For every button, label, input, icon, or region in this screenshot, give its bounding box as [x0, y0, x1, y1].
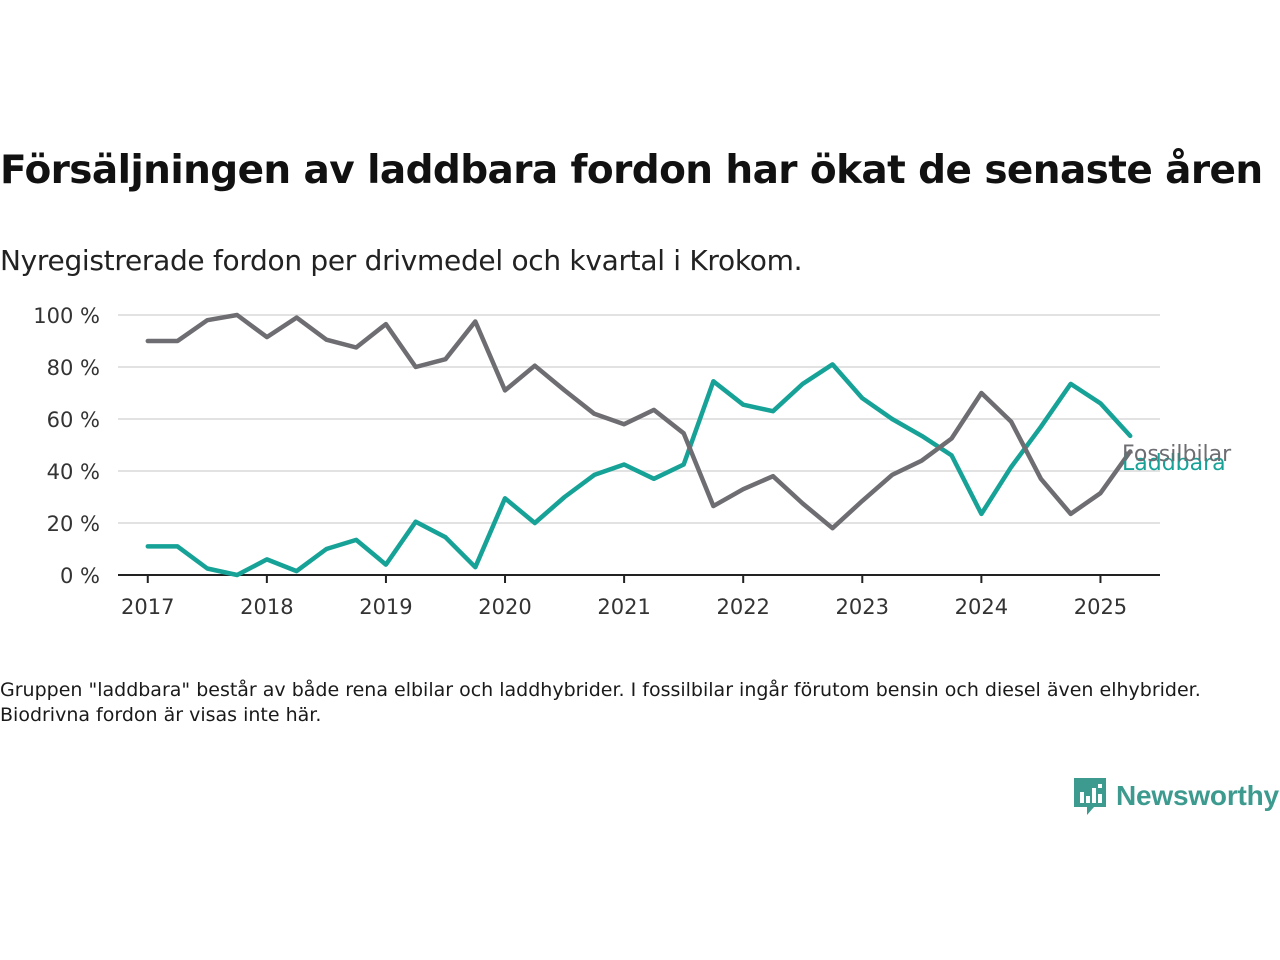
- newsworthy-logo-icon: [1074, 778, 1106, 815]
- x-tick-label: 2024: [955, 595, 1008, 619]
- y-tick-label: 40 %: [47, 460, 100, 484]
- y-tick-label: 80 %: [47, 356, 100, 380]
- y-tick-label: 20 %: [47, 512, 100, 536]
- x-tick-label: 2022: [716, 595, 769, 619]
- y-tick-label: 0 %: [60, 564, 100, 588]
- x-tick-label: 2025: [1074, 595, 1127, 619]
- y-tick-label: 100 %: [33, 304, 100, 328]
- x-tick-label: 2021: [597, 595, 650, 619]
- series-lines: [145, 312, 1133, 578]
- x-tick-label: 2020: [478, 595, 531, 619]
- chart-footnote: Gruppen "laddbara" består av både rena e…: [0, 679, 1201, 726]
- y-axis-tick-labels: 0 % 20 % 40 % 60 % 80 % 100 %: [33, 304, 100, 588]
- chart-title: Försäljningen av laddbara fordon har öka…: [0, 148, 1263, 193]
- chart-subtitle: Nyregistrerade fordon per drivmedel och …: [0, 244, 803, 277]
- x-tick-label: 2023: [836, 595, 889, 619]
- x-tick-label: 2018: [240, 595, 293, 619]
- y-tick-label: 60 %: [47, 408, 100, 432]
- x-tick-label: 2019: [359, 595, 412, 619]
- x-axis-tick-labels: 2017 2018 2019 2020 2021 2022 2023 2024 2025: [121, 595, 1127, 619]
- x-tick-label: 2017: [121, 595, 174, 619]
- series-line-fossilbilar: [145, 312, 1133, 531]
- x-axis: [118, 574, 1160, 583]
- brand-logo[interactable]: Newsworthy: [1072, 776, 1279, 816]
- series-label-fossilbilar: Fossilbilar: [1122, 442, 1232, 467]
- series-label-laddbara: Laddbara: [1122, 451, 1226, 476]
- brand-name: Newsworthy: [1116, 780, 1279, 811]
- series-line-laddbara: [145, 362, 1133, 578]
